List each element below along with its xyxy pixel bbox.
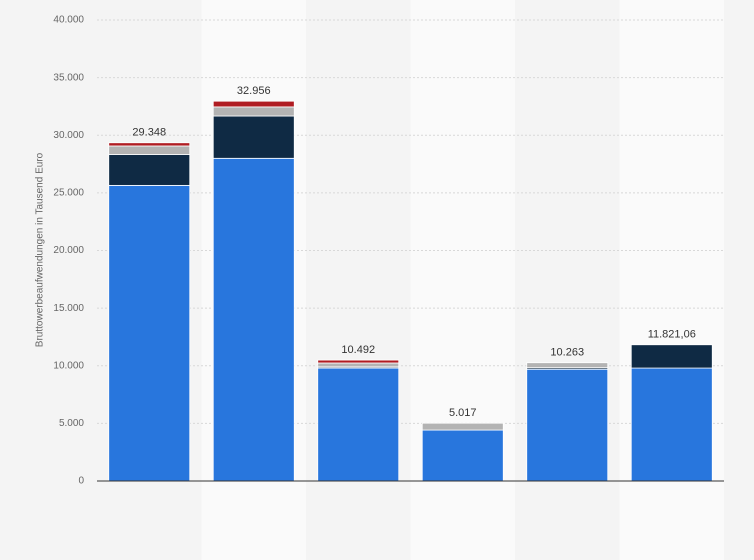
bar-segment <box>108 142 191 147</box>
y-tick-label: 10.000 <box>53 360 84 371</box>
bar-segment <box>212 100 295 108</box>
bar-segment <box>526 368 609 482</box>
bar-segment <box>108 145 191 155</box>
y-tick-label: 30.000 <box>53 130 84 141</box>
total-label: 32.956 <box>237 85 271 97</box>
bar-segment <box>317 359 400 364</box>
bar-segment <box>630 367 713 482</box>
y-tick-label: 0 <box>78 476 84 487</box>
y-tick-label: 5.000 <box>59 418 84 429</box>
total-label: 10.263 <box>550 347 584 359</box>
bar-segment <box>421 429 504 482</box>
bar-segment <box>212 115 295 159</box>
total-label: 5.017 <box>449 407 477 419</box>
bar-segment <box>526 362 609 369</box>
y-tick-label: 40.000 <box>53 15 84 26</box>
bar-segment <box>212 157 295 482</box>
total-label: 10.492 <box>341 344 375 356</box>
y-tick-label: 35.000 <box>53 72 84 83</box>
bar-segment <box>317 362 400 368</box>
y-axis-label: Bruttowerbeaufwendungen in Tausend Euro <box>35 152 46 347</box>
bar-segment <box>108 154 191 186</box>
bar-segment <box>630 344 713 369</box>
bar-segment <box>421 422 504 431</box>
total-label: 11.821,06 <box>648 329 696 341</box>
y-tick-label: 15.000 <box>53 303 84 314</box>
bar-segment <box>317 367 400 482</box>
total-label: 29.348 <box>132 127 166 139</box>
bar-segment <box>108 184 191 482</box>
y-tick-label: 25.000 <box>53 188 84 199</box>
bar-segment <box>212 106 295 117</box>
y-tick-label: 20.000 <box>53 245 84 256</box>
